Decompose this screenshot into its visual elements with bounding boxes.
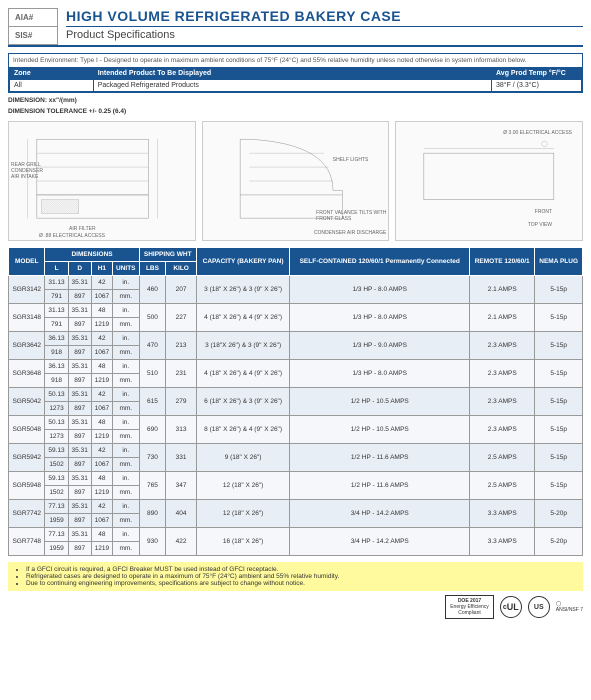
- env-table: ZoneIntended Product To Be DisplayedAvg …: [9, 67, 582, 92]
- spec-row: SGR314231.1335.3142in.4602073 (18" X 26"…: [9, 276, 583, 290]
- sis-label: SIS#: [9, 27, 57, 44]
- model-cell: SGR5942: [9, 444, 45, 472]
- col-model: MODEL: [9, 248, 45, 276]
- label-condenser: CONDENSER AIR DISCHARGE: [314, 230, 387, 236]
- label-front-valance: FRONT VALANCE TILTS WITHFRONT GLASS: [316, 210, 386, 222]
- label-rear-grill: REAR GRILLCONDENSERAIR INTAKE: [11, 162, 43, 180]
- drawing-side-section: SHELF LIGHTS FRONT VALANCE TILTS WITHFRO…: [202, 121, 390, 241]
- col-D: D: [68, 262, 91, 276]
- zone-header: Zone: [10, 68, 94, 80]
- header-ids: AIA# SIS#: [8, 8, 58, 45]
- spec-row: SGR364236.1335.3142in.4702133 (18"X 26")…: [9, 332, 583, 346]
- note-3: Due to continuing engineering improvemen…: [26, 580, 575, 587]
- spec-table: MODEL DIMENSIONS SHIPPING WHT CAPACITY (…: [8, 247, 583, 556]
- model-cell: SGR7748: [9, 528, 45, 556]
- env-intro: Intended Environment: Type I - Designed …: [9, 54, 582, 67]
- dimension-note-2: DIMENSION TOLERANCE +/- 0.25 (6.4): [8, 108, 583, 115]
- environment-box: Intended Environment: Type I - Designed …: [8, 53, 583, 93]
- spec-row: SGR504850.1335.3148in.6903138 (18" X 26"…: [9, 416, 583, 430]
- spec-row: SGR594259.1335.3142in.7303319 (18" X 26"…: [9, 444, 583, 458]
- ul-badge: cUL: [500, 596, 522, 618]
- aia-label: AIA#: [9, 9, 57, 27]
- model-cell: SGR3642: [9, 332, 45, 360]
- spec-row: SGR314831.1335.3148in.5002274 (18" X 26"…: [9, 304, 583, 318]
- label-elec-access-2: Ø 3.00 ELECTRICAL ACCESS: [503, 130, 572, 136]
- col-remote: REMOTE 120/60/1: [470, 248, 535, 276]
- page-subtitle: Product Specifications: [66, 26, 583, 41]
- temp-val: 38°F / (3.3°C): [492, 80, 582, 92]
- col-H1: H1: [91, 262, 112, 276]
- model-cell: SGR5042: [9, 388, 45, 416]
- label-front: FRONT: [535, 209, 552, 215]
- col-lbs: LBS: [139, 262, 166, 276]
- col-units: UNITS: [112, 262, 139, 276]
- technical-drawings: REAR GRILLCONDENSERAIR INTAKE AIR FILTER…: [8, 121, 583, 241]
- footer-badges: DOE 2017Energy EfficiencyCompliant cUL U…: [8, 595, 583, 619]
- spec-row: SGR504250.1335.3142in.6152796 (18" X 26"…: [9, 388, 583, 402]
- spec-row: SGR364836.1335.3148in.5102314 (18" X 26"…: [9, 360, 583, 374]
- label-shelf-lights: SHELF LIGHTS: [333, 157, 369, 163]
- col-nema: NEMA PLUG: [535, 248, 583, 276]
- model-cell: SGR3142: [9, 276, 45, 304]
- model-cell: SGR5048: [9, 416, 45, 444]
- note-1: If a GFCI circuit is required, a GFCI Br…: [26, 566, 575, 573]
- col-L: L: [45, 262, 68, 276]
- product-val: Packaged Refrigerated Products: [93, 80, 491, 92]
- drawing-top-view: Ø 3.00 ELECTRICAL ACCESS FRONT TOP VIEW: [395, 121, 583, 241]
- col-dims: DIMENSIONS: [45, 248, 139, 262]
- spec-row: SGR774277.1335.3142in.89040412 (18" X 26…: [9, 500, 583, 514]
- product-header: Intended Product To Be Displayed: [93, 68, 491, 80]
- col-ship: SHIPPING WHT: [139, 248, 196, 262]
- drawing-front-elevation: REAR GRILLCONDENSERAIR INTAKE AIR FILTER…: [8, 121, 196, 241]
- dimension-note-1: DIMENSION: xx"/(mm): [8, 97, 583, 104]
- spec-row: SGR594859.1335.3148in.76534712 (18" X 26…: [9, 472, 583, 486]
- header: AIA# SIS# HIGH VOLUME REFRIGERATED BAKER…: [8, 8, 583, 47]
- spec-row: SGR774877.1335.3148in.93042216 (18" X 26…: [9, 528, 583, 542]
- page-title: HIGH VOLUME REFRIGERATED BAKERY CASE: [66, 8, 583, 24]
- label-top-view: TOP VIEW: [528, 222, 552, 228]
- us-badge: US: [528, 596, 550, 618]
- col-self: SELF-CONTAINED 120/60/1 Permanently Conn…: [290, 248, 470, 276]
- label-elec-access: Ø .88 ELECTRICAL ACCESS: [39, 233, 105, 239]
- zone-val: All: [10, 80, 94, 92]
- footnotes: If a GFCI circuit is required, a GFCI Br…: [8, 562, 583, 591]
- doe-badge: DOE 2017Energy EfficiencyCompliant: [445, 595, 494, 619]
- model-cell: SGR3648: [9, 360, 45, 388]
- col-capacity: CAPACITY (BAKERY PAN): [196, 248, 289, 276]
- model-cell: SGR5948: [9, 472, 45, 500]
- label-air-filter: AIR FILTER: [69, 226, 96, 232]
- note-2: Refrigerated cases are designed to opera…: [26, 573, 575, 580]
- nsf-badge: ◯ANSI/NSF 7: [556, 601, 583, 613]
- model-cell: SGR3148: [9, 304, 45, 332]
- col-kilo: KILO: [166, 262, 197, 276]
- model-cell: SGR7742: [9, 500, 45, 528]
- temp-header: Avg Prod Temp °F/°C: [492, 68, 582, 80]
